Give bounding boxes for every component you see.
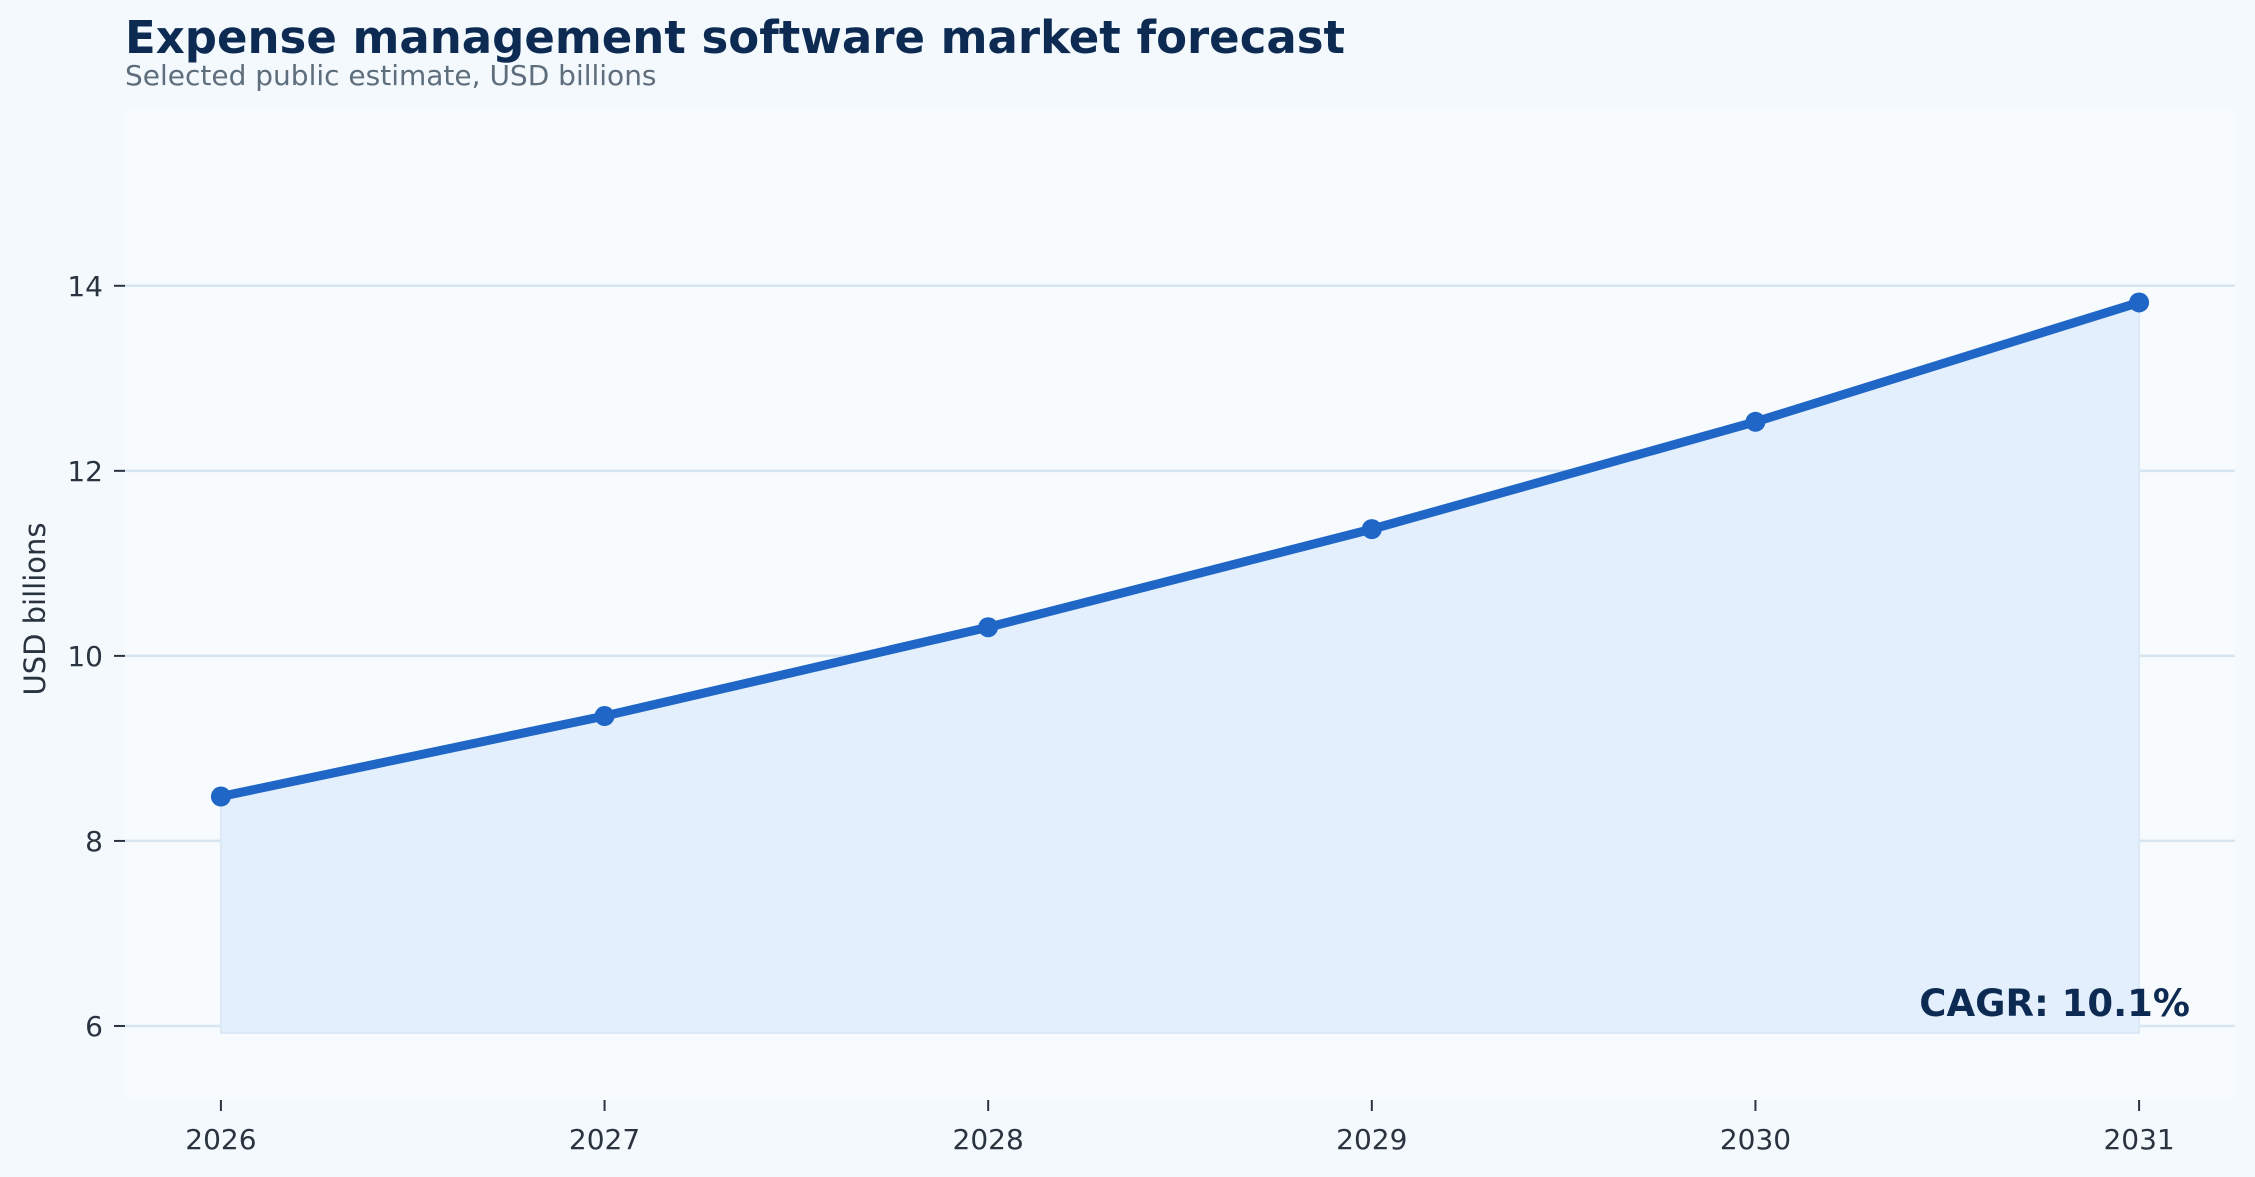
cagr-annotation: CAGR: 10.1% xyxy=(1919,982,2190,1025)
line-layer xyxy=(216,297,2144,802)
x-tick-label: 2027 xyxy=(569,1123,640,1156)
x-tick-label: 2030 xyxy=(1720,1123,1791,1156)
x-tick-label: 2026 xyxy=(185,1123,256,1156)
y-tick-label: 14 xyxy=(67,270,103,303)
x-tick-label: 2028 xyxy=(953,1123,1024,1156)
data-point xyxy=(2129,292,2150,313)
x-axis: 2026 2027 2028 2029 2030 2031 xyxy=(185,1100,2175,1156)
series-line xyxy=(216,297,2144,802)
x-tick-label: 2029 xyxy=(1336,1123,1407,1156)
chart-subtitle: Selected public estimate, USD billions xyxy=(125,59,657,92)
data-point xyxy=(594,706,615,727)
chart-title: Expense management software market forec… xyxy=(125,11,1345,64)
y-tick-label: 8 xyxy=(85,825,103,858)
data-point xyxy=(1745,411,1766,432)
data-point xyxy=(210,786,231,807)
y-axis: 6 8 10 12 14 xyxy=(67,270,125,1043)
y-tick-label: 12 xyxy=(67,455,103,488)
y-tick-label: 10 xyxy=(67,640,103,673)
points-layer xyxy=(210,292,2150,807)
data-point xyxy=(1361,519,1382,540)
y-tick-label: 6 xyxy=(85,1010,103,1043)
y-axis-label: USD billions xyxy=(18,522,52,695)
data-point xyxy=(978,617,999,638)
x-tick-label: 2031 xyxy=(2103,1123,2174,1156)
